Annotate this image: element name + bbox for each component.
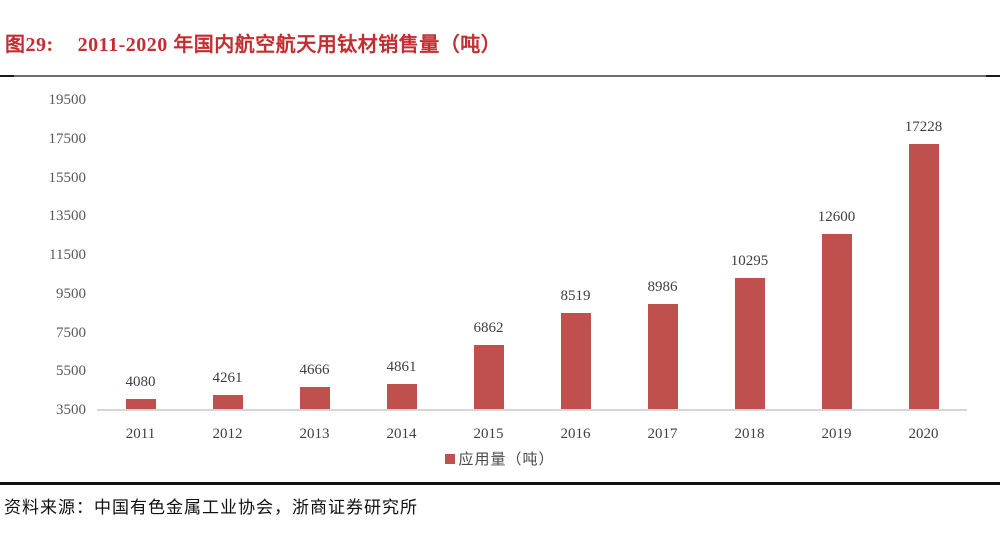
y-tick-label: 5500: [56, 363, 86, 380]
bar: [473, 344, 504, 410]
bar: [386, 383, 417, 410]
bar: [734, 278, 765, 410]
bar: [560, 312, 591, 410]
plot-area: 4080 2011 4261 2012 4666 2013 4861 2014 6862 2015…: [97, 100, 967, 442]
x-tick-label: 2016: [560, 426, 591, 442]
x-tick-label: 2019: [821, 426, 852, 442]
x-tick-label: 2017: [647, 426, 678, 442]
bar-group: 4261 2012: [184, 100, 271, 442]
figure-number-label: 图29:: [5, 34, 54, 56]
bar: [908, 144, 939, 410]
bar-value-label: 8519: [560, 287, 591, 304]
footer-divider: [0, 482, 1000, 485]
x-tick-label: 2013: [299, 426, 330, 442]
x-tick-label: 2020: [908, 426, 939, 442]
x-tick-label: 2012: [212, 426, 243, 442]
bar-columns: 4080 2011 4261 2012 4666 2013 4861 2014 6862 2015…: [97, 100, 967, 442]
bar-value-label: 17228: [904, 119, 943, 135]
bar-group: 8519 2016: [532, 100, 619, 442]
figure-header: 图29: 2011-2020 年国内航空航天用钛材销售量（吨）: [5, 28, 501, 57]
x-tick-label: 2018: [734, 426, 765, 442]
bar: [125, 398, 156, 410]
source-note: 资料来源：中国有色金属工业协会，浙商证券研究所: [4, 498, 418, 517]
y-tick-label: 7500: [56, 324, 86, 341]
bar: [299, 387, 330, 410]
x-axis-line: [97, 409, 967, 411]
x-tick-label: 2011: [125, 426, 156, 442]
y-tick-label: 11500: [49, 247, 86, 263]
y-tick-label: 3500: [56, 402, 86, 418]
y-tick-label: 9500: [56, 285, 86, 302]
bar-value-label: 10295: [730, 253, 769, 270]
chart-legend: 应用量（吨）: [0, 448, 1000, 469]
legend-swatch-icon: [445, 453, 456, 464]
header-divider: [0, 75, 1000, 77]
bar-group: 10295 2018: [706, 100, 793, 442]
y-tick-label: 19500: [48, 92, 87, 108]
bar: [821, 233, 852, 410]
bar-group: 17228 2020: [880, 100, 967, 442]
bar: [212, 395, 243, 410]
bar-group: 4080 2011: [97, 100, 184, 442]
bar-value-label: 8986: [647, 278, 678, 295]
bar-group: 4666 2013: [271, 100, 358, 442]
bar-group: 4861 2014: [358, 100, 445, 442]
bar: [647, 303, 678, 410]
bar-chart: 3500 5500 7500 9500 11500 13500 15500 17500 1950…: [0, 92, 1000, 442]
legend-label: 应用量（吨）: [458, 452, 555, 468]
bar-value-label: 4080: [125, 373, 156, 390]
bar-group: 8986 2017: [619, 100, 706, 442]
y-tick-label: 13500: [48, 208, 87, 225]
y-tick-label: 15500: [48, 169, 87, 186]
y-tick-label: 17500: [48, 130, 87, 147]
bar-group: 6862 2015: [445, 100, 532, 442]
bar-group: 12600 2019: [793, 100, 880, 442]
x-tick-label: 2014: [386, 426, 417, 442]
bar-value-label: 12600: [817, 208, 856, 225]
bar-value-label: 4861: [386, 358, 417, 375]
y-axis: 3500 5500 7500 9500 11500 13500 15500 17500 1950…: [0, 92, 87, 418]
figure-title: 2011-2020 年国内航空航天用钛材销售量（吨）: [77, 34, 502, 56]
bar-value-label: 4261: [212, 370, 243, 387]
bar-value-label: 6862: [473, 319, 504, 336]
x-tick-label: 2015: [473, 426, 504, 442]
bar-value-label: 4666: [299, 362, 330, 379]
